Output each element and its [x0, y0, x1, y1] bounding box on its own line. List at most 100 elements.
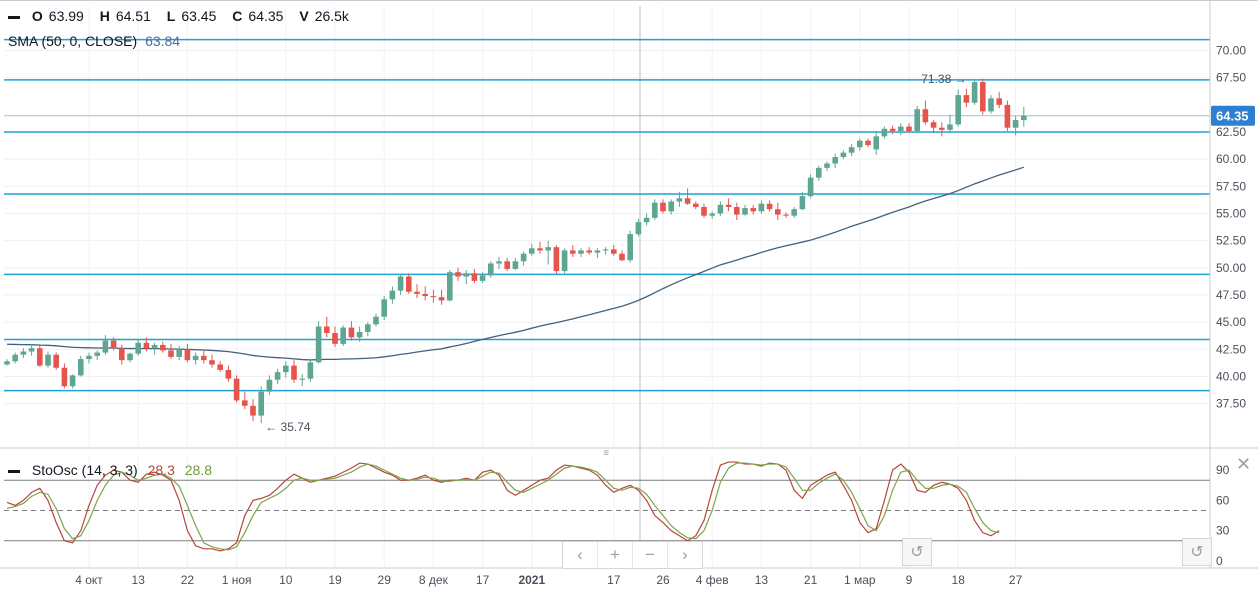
- candle: [611, 245, 617, 256]
- candle: [53, 352, 59, 370]
- candle: [455, 267, 461, 281]
- candle: [201, 349, 207, 364]
- candle-body: [373, 316, 379, 325]
- candle-body: [939, 127, 945, 130]
- candle: [69, 374, 76, 389]
- time-axis[interactable]: 4 окт 13 22 1 ноя 10 19 29 8 дек 17 2021 17 26 4 фев…: [75, 573, 1022, 587]
- candle: [422, 286, 428, 301]
- extreme-markers: 71.38 → ← 35.74: [265, 72, 966, 434]
- candle: [12, 352, 18, 364]
- candle: [233, 375, 240, 403]
- candle: [807, 174, 814, 199]
- candle: [1012, 115, 1019, 136]
- candle: [627, 230, 633, 263]
- candle-body: [94, 352, 100, 356]
- candle-body: [684, 198, 691, 204]
- candle-body: [619, 253, 625, 261]
- low-label: L: [166, 8, 176, 24]
- candle-body: [168, 350, 174, 357]
- candle: [971, 78, 978, 105]
- scroll-forward-button[interactable]: ›: [682, 545, 688, 564]
- candle-body: [848, 147, 855, 153]
- candle-body: [693, 203, 699, 207]
- candle: [980, 78, 986, 115]
- candle: [922, 100, 929, 125]
- stoch-label: StoOsc (14, 3, 3): [31, 462, 138, 478]
- candle: [160, 341, 166, 353]
- candle: [865, 138, 871, 148]
- candle-body: [602, 249, 609, 251]
- candle-body: [250, 405, 256, 416]
- candle-body: [471, 273, 478, 281]
- candle: [816, 165, 822, 181]
- time-tick-label: 17: [607, 573, 621, 587]
- candle-body: [889, 128, 896, 131]
- price-axis[interactable]: 70.00 67.50 62.50 60.00 57.50 55.00 52.50 50.00…: [1211, 44, 1255, 411]
- close-icon[interactable]: ✕: [1236, 454, 1252, 474]
- price-tick-label: 50.00: [1216, 261, 1246, 275]
- candle-body: [438, 297, 445, 301]
- candle: [840, 150, 847, 160]
- reset-view-icon[interactable]: ↺: [902, 538, 932, 566]
- candle-body: [217, 364, 223, 370]
- candle: [4, 359, 10, 366]
- candle: [939, 122, 945, 137]
- candle-body: [119, 348, 125, 361]
- candle-body: [299, 378, 305, 380]
- candle-body: [766, 203, 773, 210]
- candle: [315, 321, 322, 364]
- volume-value: 26.5k: [314, 8, 349, 24]
- candle-body: [873, 136, 879, 150]
- candle-body: [570, 250, 576, 254]
- candle-body: [758, 203, 765, 212]
- time-tick-label: 13: [755, 573, 769, 587]
- candle-body: [914, 109, 920, 131]
- candle: [955, 89, 961, 127]
- time-tick-label: 26: [656, 573, 670, 587]
- open-label: O: [31, 8, 43, 24]
- candle-body: [586, 250, 592, 253]
- stoch-collapse-icon[interactable]: [8, 469, 20, 473]
- stochastic-panel: 90 60 30 0: [4, 461, 1230, 568]
- scroll-back-button[interactable]: ‹: [563, 542, 598, 568]
- candle-body: [127, 353, 133, 361]
- candle: [512, 258, 519, 270]
- candle-body: [78, 359, 84, 376]
- candle: [37, 343, 43, 367]
- candle-body: [201, 355, 207, 361]
- candle-body: [274, 372, 281, 380]
- close-value: 64.35: [248, 8, 284, 24]
- stoch-d-value: 28.8: [184, 462, 212, 478]
- candle: [414, 284, 420, 299]
- candle: [94, 350, 100, 361]
- zoom-out-button[interactable]: −: [633, 542, 668, 568]
- stoch-tick-label: 0: [1216, 554, 1223, 568]
- candle-body: [652, 202, 658, 218]
- stoch-tick-label: 30: [1216, 524, 1230, 538]
- candle-body: [520, 253, 527, 262]
- candle: [619, 250, 625, 262]
- candlestick-series: [4, 78, 1027, 424]
- time-tick-label: 13: [132, 573, 146, 587]
- candle: [668, 199, 674, 215]
- candle: [266, 375, 273, 395]
- candle-body: [479, 275, 486, 281]
- candle-body: [266, 379, 273, 392]
- legend-collapse-icon[interactable]: [8, 15, 20, 19]
- horizontal-levels[interactable]: [4, 38, 1210, 392]
- candle: [725, 198, 732, 212]
- zoom-in-button[interactable]: +: [598, 542, 633, 568]
- stoch-legend[interactable]: StoOsc (14, 3, 3) 28.3 28.8: [8, 462, 212, 478]
- candle: [857, 138, 863, 151]
- reset-axis-icon[interactable]: ↺: [1182, 538, 1212, 566]
- candle: [684, 188, 691, 205]
- candle: [742, 204, 748, 216]
- candle-body: [356, 331, 363, 338]
- candle-body: [537, 248, 543, 251]
- sma-legend[interactable]: SMA (50, 0, CLOSE) 63.84: [8, 33, 180, 49]
- candle: [324, 316, 330, 338]
- candle: [824, 161, 830, 172]
- candle: [209, 354, 215, 368]
- candle: [332, 326, 338, 348]
